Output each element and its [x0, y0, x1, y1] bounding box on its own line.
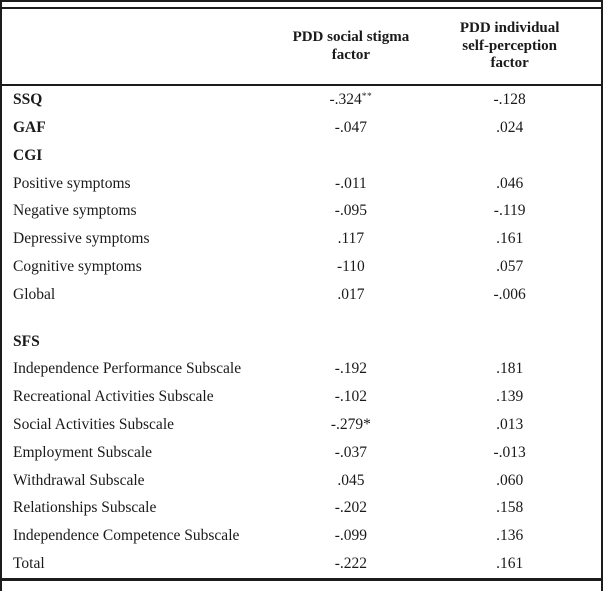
value-social-stigma: -.099: [334, 527, 368, 545]
row-label: Global: [13, 285, 56, 303]
value-social-stigma: [284, 327, 419, 355]
value-self-perception: -.128: [493, 91, 526, 109]
table-row: GAF -.047 .024: [2, 114, 601, 142]
column-header-self-perception: PDD individual self-perception factor: [418, 8, 601, 86]
table-row: CGI: [2, 142, 601, 170]
row-label: [2, 308, 284, 327]
table-row: SFS: [2, 327, 601, 355]
value-self-perception: .046: [496, 174, 524, 192]
column-header-measures: [2, 8, 284, 86]
value-self-perception: .136: [496, 527, 524, 545]
table-row: Employment Subscale -.037 -.013: [2, 439, 601, 467]
row-label: Employment Subscale: [13, 443, 153, 461]
value-self-perception: .161: [496, 230, 524, 248]
value-social-stigma: -.095: [334, 202, 368, 220]
row-label: Independence Performance Subscale: [13, 360, 242, 378]
value-self-perception: [418, 142, 601, 170]
row-label: Depressive symptoms: [13, 230, 150, 248]
row-label: CGI: [13, 146, 43, 164]
value-self-perception: .181: [496, 360, 524, 378]
table-body: SSQ -.324** -.128 GAF -.047 .024 CGI Positive s…: [2, 85, 601, 579]
table-row: Negative symptoms -.095 -.119: [2, 197, 601, 225]
value-self-perception: .013: [496, 415, 524, 433]
value-self-perception: [418, 327, 601, 355]
row-label: Recreational Activities Subscale: [13, 388, 214, 406]
row-label: Withdrawal Subscale: [13, 471, 145, 489]
header-row: PDD social stigma factor PDD individual …: [2, 8, 601, 86]
table-row: Independence Competence Subscale -.099 .13…: [2, 522, 601, 550]
value-self-perception: .139: [496, 388, 524, 406]
value-social-stigma: -.202: [334, 499, 368, 517]
value-social-stigma: -.192: [334, 360, 368, 378]
value-social-stigma: [284, 142, 419, 170]
column-header-social-stigma: PDD social stigma factor: [283, 8, 419, 86]
table-row: SSQ -.324** -.128: [2, 85, 601, 114]
table-row: Recreational Activities Subscale -.102 .13…: [2, 383, 601, 411]
value-self-perception: .158: [496, 499, 524, 517]
table-row: Total -.222 .161: [2, 550, 601, 579]
value-self-perception: -.006: [493, 285, 526, 303]
row-label: Total: [13, 554, 45, 572]
table-row: Independence Performance Subscale -.192 .1…: [2, 355, 601, 383]
value-self-perception: .057: [496, 257, 524, 275]
value-social-stigma: -.324**: [329, 91, 373, 109]
row-label: GAF: [13, 118, 46, 136]
value-self-perception: .024: [496, 118, 524, 136]
value-social-stigma: -.279*: [330, 415, 371, 433]
value-self-perception: .060: [496, 471, 524, 489]
value-social-stigma: .017: [337, 285, 365, 303]
row-label: Negative symptoms: [13, 202, 137, 220]
row-label: Independence Competence Subscale: [13, 527, 240, 545]
value-self-perception: [418, 308, 601, 327]
value-social-stigma: .045: [337, 471, 365, 489]
value-social-stigma: -.102: [334, 388, 368, 406]
table-row: Relationships Subscale -.202 .158: [2, 494, 601, 522]
table-row: Global .017 -.006: [2, 281, 601, 309]
value-social-stigma: -.037: [334, 443, 368, 461]
correlations-table: PDD social stigma factor PDD individual …: [2, 7, 601, 581]
value-self-perception: -.013: [493, 443, 526, 461]
table-row: Cognitive symptoms -110 .057: [2, 253, 601, 281]
row-label: Social Activities Subscale: [13, 415, 175, 433]
value-social-stigma: [284, 308, 419, 327]
value-self-perception: .161: [496, 554, 524, 572]
value-self-perception: -.119: [493, 202, 526, 220]
row-label: Positive symptoms: [13, 174, 131, 192]
table-row: [2, 308, 601, 327]
value-social-stigma: -110: [336, 257, 365, 275]
row-label: SFS: [13, 332, 40, 350]
row-label: Cognitive symptoms: [13, 257, 142, 275]
table-row: Positive symptoms -.011 .046: [2, 169, 601, 197]
table-row: Depressive symptoms .117 .161: [2, 225, 601, 253]
row-label: Relationships Subscale: [13, 499, 157, 517]
value-social-stigma: -.047: [334, 118, 368, 136]
table-row: Withdrawal Subscale .045 .060: [2, 466, 601, 494]
value-social-stigma: .117: [337, 230, 365, 248]
row-label: SSQ: [13, 91, 43, 109]
value-social-stigma: -.222: [334, 554, 368, 572]
significance-marker: **: [361, 91, 373, 102]
table-row: Social Activities Subscale -.279* .013: [2, 411, 601, 439]
value-social-stigma: -.011: [335, 174, 367, 192]
